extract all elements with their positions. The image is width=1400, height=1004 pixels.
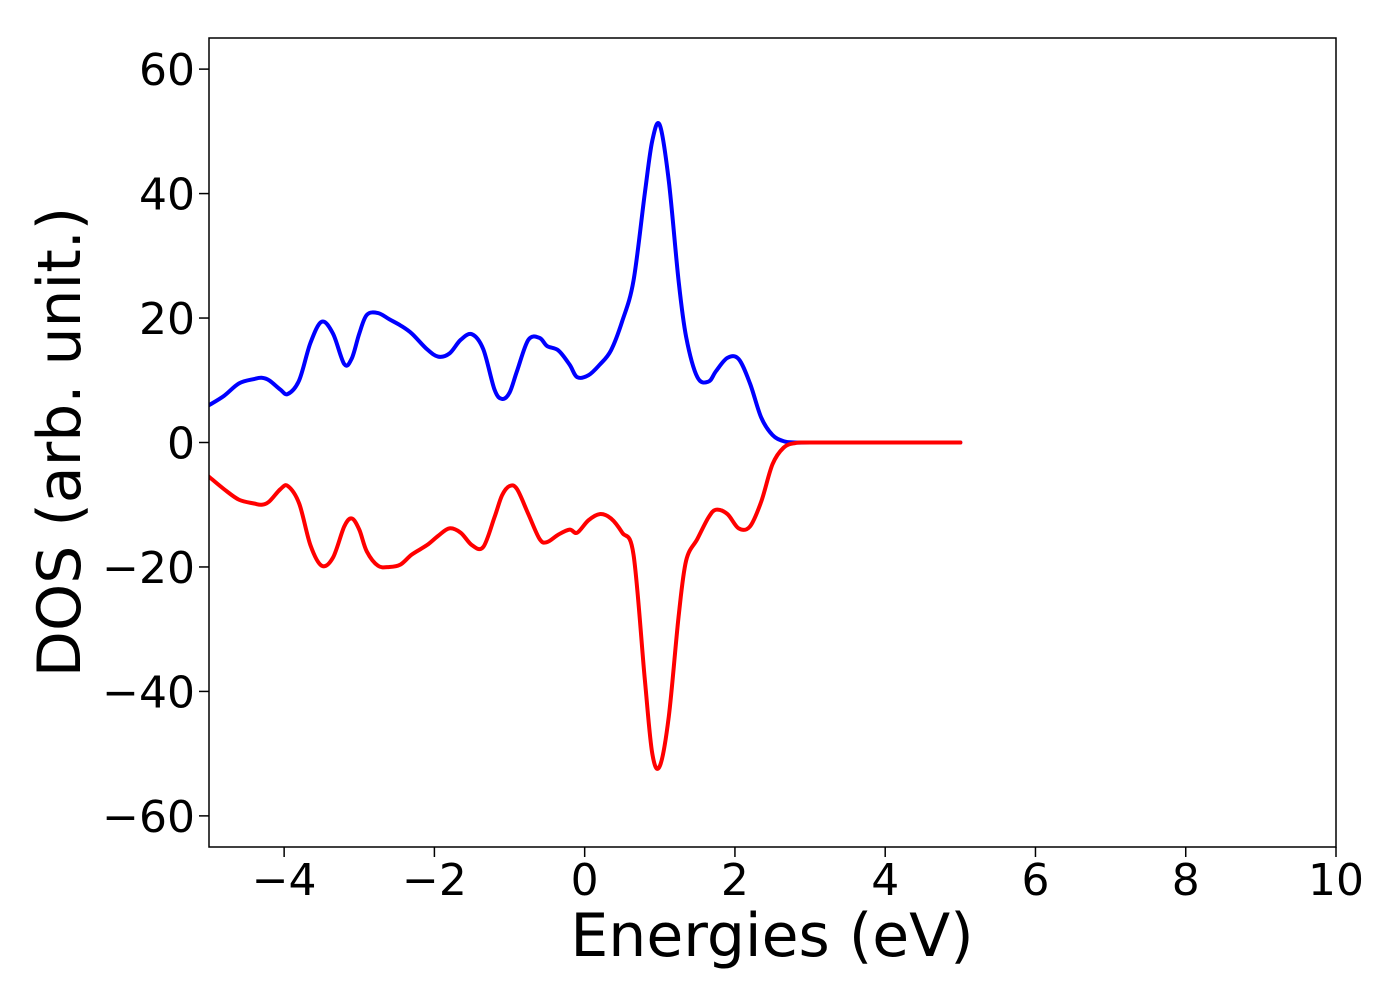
x-tick-label: 8	[1172, 855, 1200, 906]
series-line-1	[209, 121, 963, 445]
y-tick-label: −40	[102, 667, 195, 718]
y-axis-label: DOS (arb. unit.)	[25, 207, 95, 677]
x-axis: −4 −2 0 2 4 6 8 10	[252, 847, 1364, 906]
y-tick-label: 0	[167, 419, 195, 470]
y-tick-label: 60	[139, 45, 195, 96]
plot-frame	[208, 37, 1337, 848]
y-tick-label: −20	[102, 543, 195, 594]
y-tick-label: −60	[102, 792, 195, 843]
y-axis: 60 40 20 0 −20 −40 −60	[102, 45, 209, 843]
series-group	[209, 121, 963, 771]
x-tick-label: 2	[721, 855, 749, 906]
x-tick-label: 0	[571, 855, 599, 906]
plot-area	[208, 37, 1337, 848]
x-tick-label: −2	[402, 855, 467, 906]
x-tick-label: −4	[252, 855, 317, 906]
y-tick-label: 40	[139, 170, 195, 221]
x-tick-label: 10	[1308, 855, 1364, 906]
series-line-2	[209, 440, 963, 771]
x-tick-label: 4	[871, 855, 899, 906]
x-axis-label: Energies (eV)	[570, 901, 973, 971]
x-tick-label: 6	[1021, 855, 1049, 906]
y-tick-label: 20	[139, 294, 195, 345]
